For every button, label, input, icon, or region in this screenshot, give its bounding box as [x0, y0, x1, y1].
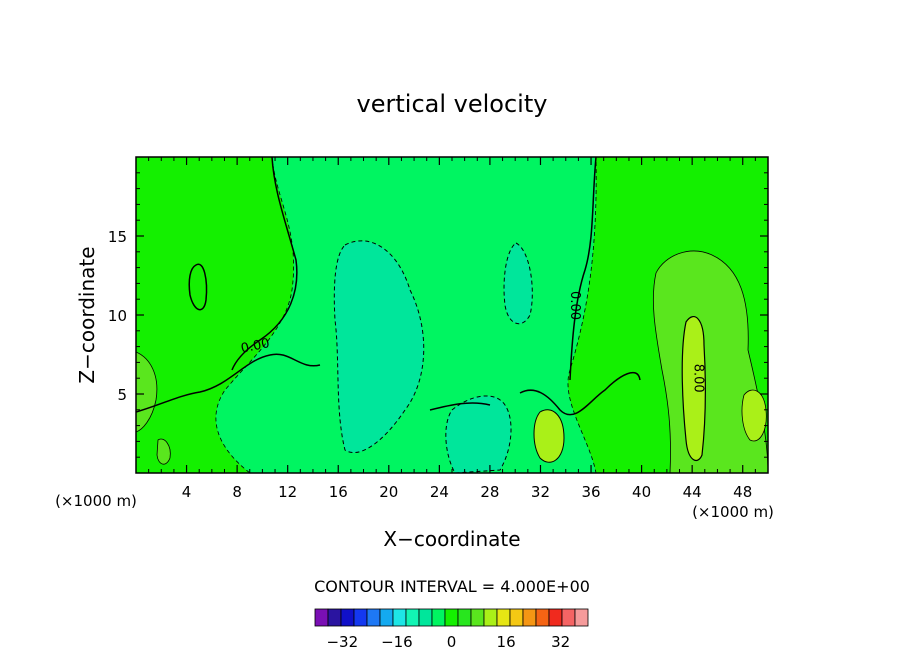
colorbar-swatch — [340, 608, 355, 627]
colorbar-swatch — [314, 608, 329, 627]
colorbar-swatch — [483, 608, 498, 627]
colorbar-swatch — [496, 608, 511, 627]
y-tick-label: 15 — [108, 228, 127, 246]
colorbar-swatch — [574, 608, 589, 627]
positive-cell-32 — [533, 409, 565, 463]
colorbar-tick-label: −16 — [381, 633, 413, 651]
contour-value-label: 0.00 — [240, 336, 271, 357]
zero-contour-left-vertical — [231, 157, 298, 371]
x-tick-label: 48 — [733, 483, 752, 501]
x-unit-left: (×1000 m) — [55, 492, 137, 510]
colorbar-swatch — [470, 608, 485, 627]
zero-contour-lower-band — [136, 353, 641, 416]
x-tick-label: 20 — [379, 483, 398, 501]
colorbar-swatch — [535, 608, 550, 627]
colorbar-swatch — [327, 608, 342, 627]
colorbar-swatch — [366, 608, 381, 627]
x-tick-label: 28 — [480, 483, 499, 501]
negative-region-core — [333, 240, 425, 454]
colorbar-swatch — [561, 608, 576, 627]
colorbar-tick-label: 32 — [551, 633, 570, 651]
positive-region-left — [136, 351, 158, 433]
x-tick-label: 44 — [683, 483, 702, 501]
y-axis-label: Z−coordinate — [75, 246, 99, 383]
colorbar-swatch — [392, 608, 407, 627]
negative-region-bottom — [445, 395, 512, 473]
colorbar — [314, 608, 589, 627]
x-tick-label: 16 — [329, 483, 348, 501]
colorbar-swatch — [405, 608, 420, 627]
colorbar-tick-label: 0 — [447, 633, 457, 651]
colorbar-tick-label: −32 — [326, 633, 358, 651]
contour-interval-label: CONTOUR INTERVAL = 4.000E+00 — [314, 577, 590, 596]
y-tick-label: 10 — [108, 307, 127, 325]
x-tick-label: 32 — [531, 483, 550, 501]
colorbar-swatch — [444, 608, 459, 627]
x-axis-label: X−coordinate — [383, 527, 520, 551]
x-tick-labels: 4 8 12 16 20 24 28 32 36 40 44 48 — [182, 483, 752, 501]
x-tick-label: 40 — [632, 483, 651, 501]
colorbar-swatch — [548, 608, 563, 627]
colorbar-tick-label: 16 — [497, 633, 516, 651]
axis-ticks — [136, 157, 768, 473]
x-tick-label: 4 — [182, 483, 192, 501]
colorbar-swatch — [418, 608, 433, 627]
y-tick-labels: 5 10 15 — [108, 228, 127, 404]
contour-labels: 0.00 0.00 8.00 — [240, 291, 706, 393]
colorbar-swatch — [379, 608, 394, 627]
colorbar-swatch — [431, 608, 446, 627]
contour-value-label: 0.00 — [567, 291, 582, 320]
colorbar-tick-labels: −32 −16 0 16 32 — [326, 633, 570, 651]
x-unit-right: (×1000 m) — [692, 503, 774, 521]
colorbar-swatch — [509, 608, 524, 627]
y-tick-label: 5 — [117, 386, 127, 404]
positive-region-far-right — [741, 389, 767, 442]
zero-contour-right-vertical — [569, 157, 597, 381]
positive-region-right-core — [681, 316, 706, 462]
x-tick-label: 24 — [430, 483, 449, 501]
negative-region-right — [503, 242, 533, 325]
colorbar-swatch — [522, 608, 537, 627]
colorbar-swatch — [457, 608, 472, 627]
colorbar-swatch — [353, 608, 368, 627]
x-tick-label: 12 — [278, 483, 297, 501]
chart-title: vertical velocity — [357, 90, 548, 118]
contour-value-label: 8.00 — [691, 364, 706, 393]
positive-cell-left-small — [156, 438, 171, 465]
x-tick-label: 36 — [581, 483, 600, 501]
x-tick-label: 8 — [232, 483, 242, 501]
zero-contour-left-loop — [188, 263, 208, 311]
contour-field — [136, 157, 768, 473]
